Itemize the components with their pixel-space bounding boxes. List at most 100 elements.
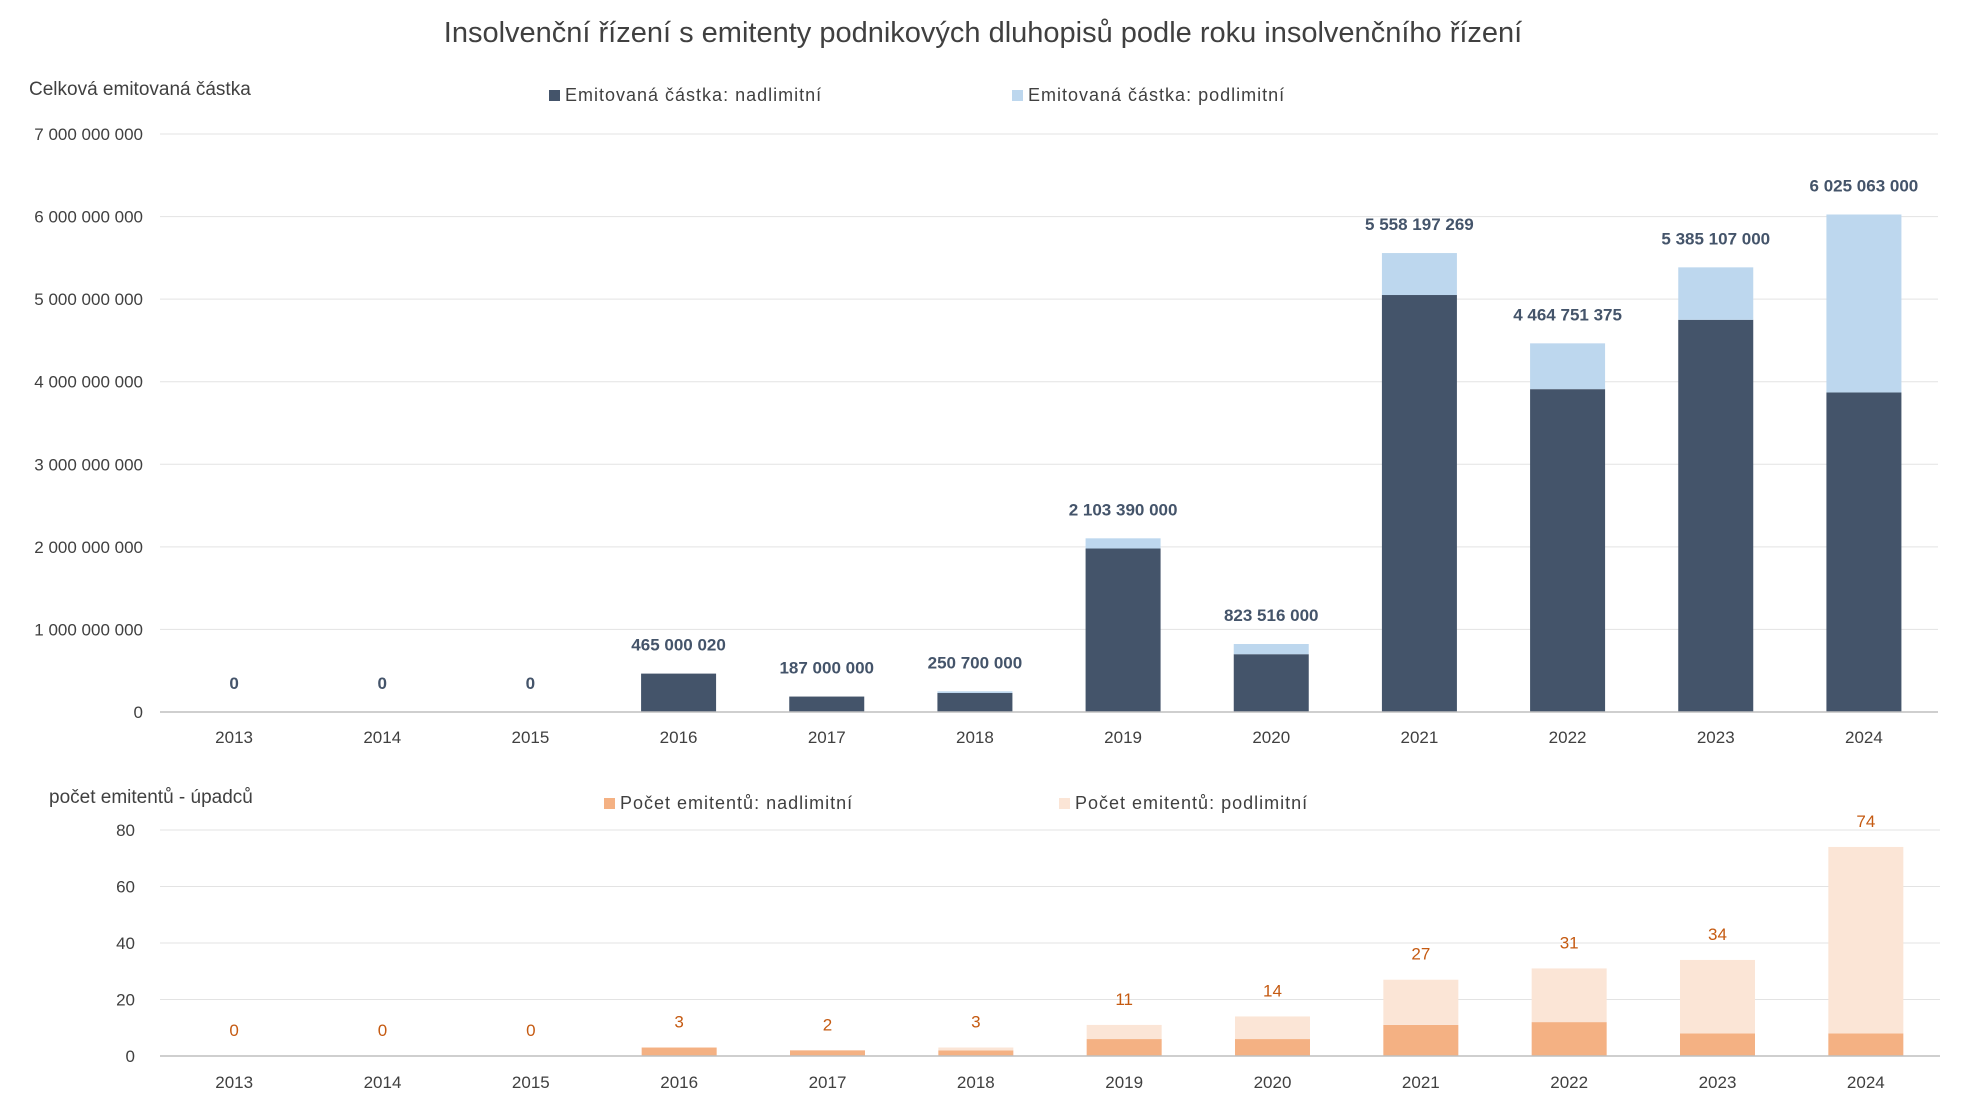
- bar-podlimitni-2023: [1678, 267, 1754, 320]
- data-label-2022: 31: [1560, 933, 1579, 952]
- x-tick-label: 2017: [809, 1073, 847, 1092]
- x-tick-label: 2018: [957, 1073, 995, 1092]
- data-label-2022: 4 464 751 375: [1513, 305, 1622, 324]
- bar-nadlimitni-2022: [1531, 1022, 1607, 1056]
- data-label-2021: 5 558 197 269: [1365, 215, 1474, 234]
- legend-swatch: [604, 798, 615, 809]
- x-tick-label: 2013: [215, 728, 253, 747]
- y-tick-label: 80: [116, 821, 135, 840]
- data-label-2023: 5 385 107 000: [1661, 229, 1770, 248]
- bar-nadlimitni-2023: [1678, 319, 1754, 712]
- legend-swatch: [1012, 90, 1023, 101]
- data-label-2016: 465 000 020: [631, 636, 726, 655]
- data-label-2014: 0: [378, 1021, 387, 1040]
- legend-label: Emitovaná částka: podlimitní: [1028, 85, 1285, 105]
- x-tick-label: 2018: [956, 728, 994, 747]
- y-tick-label: 4 000 000 000: [34, 373, 143, 392]
- y-axis-title: počet emitentů - úpadců: [49, 787, 253, 808]
- data-label-2020: 14: [1263, 981, 1282, 1000]
- legend-label: Počet emitentů: podlimitní: [1075, 793, 1308, 813]
- x-tick-label: 2022: [1549, 728, 1587, 747]
- bar-nadlimitni-2021: [1383, 1024, 1459, 1056]
- legend-swatch: [549, 90, 560, 101]
- y-tick-label: 3 000 000 000: [34, 455, 143, 474]
- y-tick-label: 2 000 000 000: [34, 538, 143, 557]
- bar-nadlimitni-2018: [938, 1050, 1014, 1056]
- bar-nadlimitni-2016: [641, 673, 717, 712]
- bar-nadlimitni-2017: [789, 696, 865, 712]
- x-tick-label: 2024: [1847, 1073, 1885, 1092]
- x-tick-label: 2017: [808, 728, 846, 747]
- x-tick-label: 2021: [1402, 1073, 1440, 1092]
- data-label-2021: 27: [1411, 945, 1430, 964]
- legend-label: Počet emitentů: nadlimitní: [620, 793, 853, 813]
- bar-nadlimitni-2023: [1680, 1033, 1755, 1056]
- bar-podlimitni-2024: [1826, 214, 1902, 393]
- bar-nadlimitni-2021: [1381, 295, 1457, 712]
- bar-nadlimitni-2022: [1530, 389, 1606, 712]
- y-tick-label: 0: [134, 703, 143, 722]
- data-label-2018: 3: [971, 1013, 980, 1032]
- x-tick-label: 2015: [512, 1073, 550, 1092]
- bar-nadlimitni-2018: [937, 693, 1013, 712]
- chart-title: Insolvenční řízení s emitenty podnikovýc…: [444, 17, 1522, 49]
- count-chart: počet emitentů - úpadců02040608002013020…: [49, 787, 1940, 1092]
- data-label-2013: 0: [229, 1021, 238, 1040]
- data-label-2014: 0: [378, 674, 387, 693]
- x-tick-label: 2023: [1697, 728, 1735, 747]
- bar-nadlimitni-2024: [1828, 1033, 1904, 1056]
- bar-nadlimitni-2019: [1085, 548, 1161, 712]
- x-tick-label: 2014: [363, 728, 401, 747]
- y-tick-label: 5 000 000 000: [34, 290, 143, 309]
- bar-podlimitni-2018: [937, 691, 1013, 694]
- x-tick-label: 2019: [1104, 728, 1142, 747]
- bar-podlimitni-2022: [1531, 968, 1607, 1023]
- data-label-2018: 250 700 000: [928, 653, 1023, 672]
- x-tick-label: 2013: [215, 1073, 253, 1092]
- bar-podlimitni-2021: [1383, 979, 1459, 1025]
- legend-swatch: [1059, 798, 1070, 809]
- y-tick-label: 7 000 000 000: [34, 125, 143, 144]
- bar-nadlimitni-2024: [1826, 392, 1902, 712]
- x-tick-label: 2021: [1401, 728, 1439, 747]
- y-tick-label: 40: [116, 934, 135, 953]
- bar-podlimitni-2020: [1235, 1016, 1310, 1040]
- data-label-2023: 34: [1708, 925, 1727, 944]
- bar-nadlimitni-2017: [790, 1050, 865, 1056]
- amount-chart: Celková emitovaná částka 0 1 000 000 000 2 …: [29, 79, 1938, 747]
- data-label-2013: 0: [229, 674, 238, 693]
- y-tick-label: 60: [116, 878, 135, 897]
- bar-podlimitni-2021: [1381, 253, 1457, 296]
- bar-podlimitni-2020: [1233, 644, 1309, 655]
- bar-nadlimitni-2020: [1233, 654, 1309, 712]
- data-label-2019: 11: [1115, 990, 1133, 1009]
- bar-podlimitni-2018: [938, 1047, 1014, 1051]
- data-label-2016: 3: [674, 1013, 683, 1032]
- bar-podlimitni-2019: [1085, 538, 1161, 549]
- y-tick-label: 6 000 000 000: [34, 208, 143, 227]
- data-label-2015: 0: [526, 674, 535, 693]
- bar-podlimitni-2019: [1086, 1024, 1162, 1040]
- x-tick-label: 2019: [1105, 1073, 1143, 1092]
- data-label-2024: 74: [1856, 812, 1875, 831]
- x-tick-label: 2020: [1254, 1073, 1292, 1092]
- data-label-2017: 2: [823, 1015, 832, 1034]
- x-tick-label: 2016: [660, 728, 698, 747]
- y-tick-label: 1 000 000 000: [34, 620, 143, 639]
- bar-nadlimitni-2019: [1086, 1039, 1162, 1056]
- data-label-2020: 823 516 000: [1224, 606, 1319, 625]
- legend-label: Emitovaná částka: nadlimitní: [565, 85, 822, 105]
- x-tick-label: 2015: [512, 728, 550, 747]
- y-tick-label: 0: [126, 1047, 135, 1066]
- x-tick-label: 2024: [1845, 728, 1883, 747]
- data-label-2017: 187 000 000: [779, 659, 874, 678]
- data-label-2019: 2 103 390 000: [1069, 500, 1178, 519]
- bar-nadlimitni-2020: [1235, 1039, 1310, 1056]
- bar-podlimitni-2023: [1680, 959, 1755, 1034]
- x-tick-label: 2022: [1550, 1073, 1588, 1092]
- y-tick-label: 20: [116, 991, 135, 1010]
- data-label-2015: 0: [526, 1021, 535, 1040]
- bar-podlimitni-2024: [1828, 846, 1904, 1034]
